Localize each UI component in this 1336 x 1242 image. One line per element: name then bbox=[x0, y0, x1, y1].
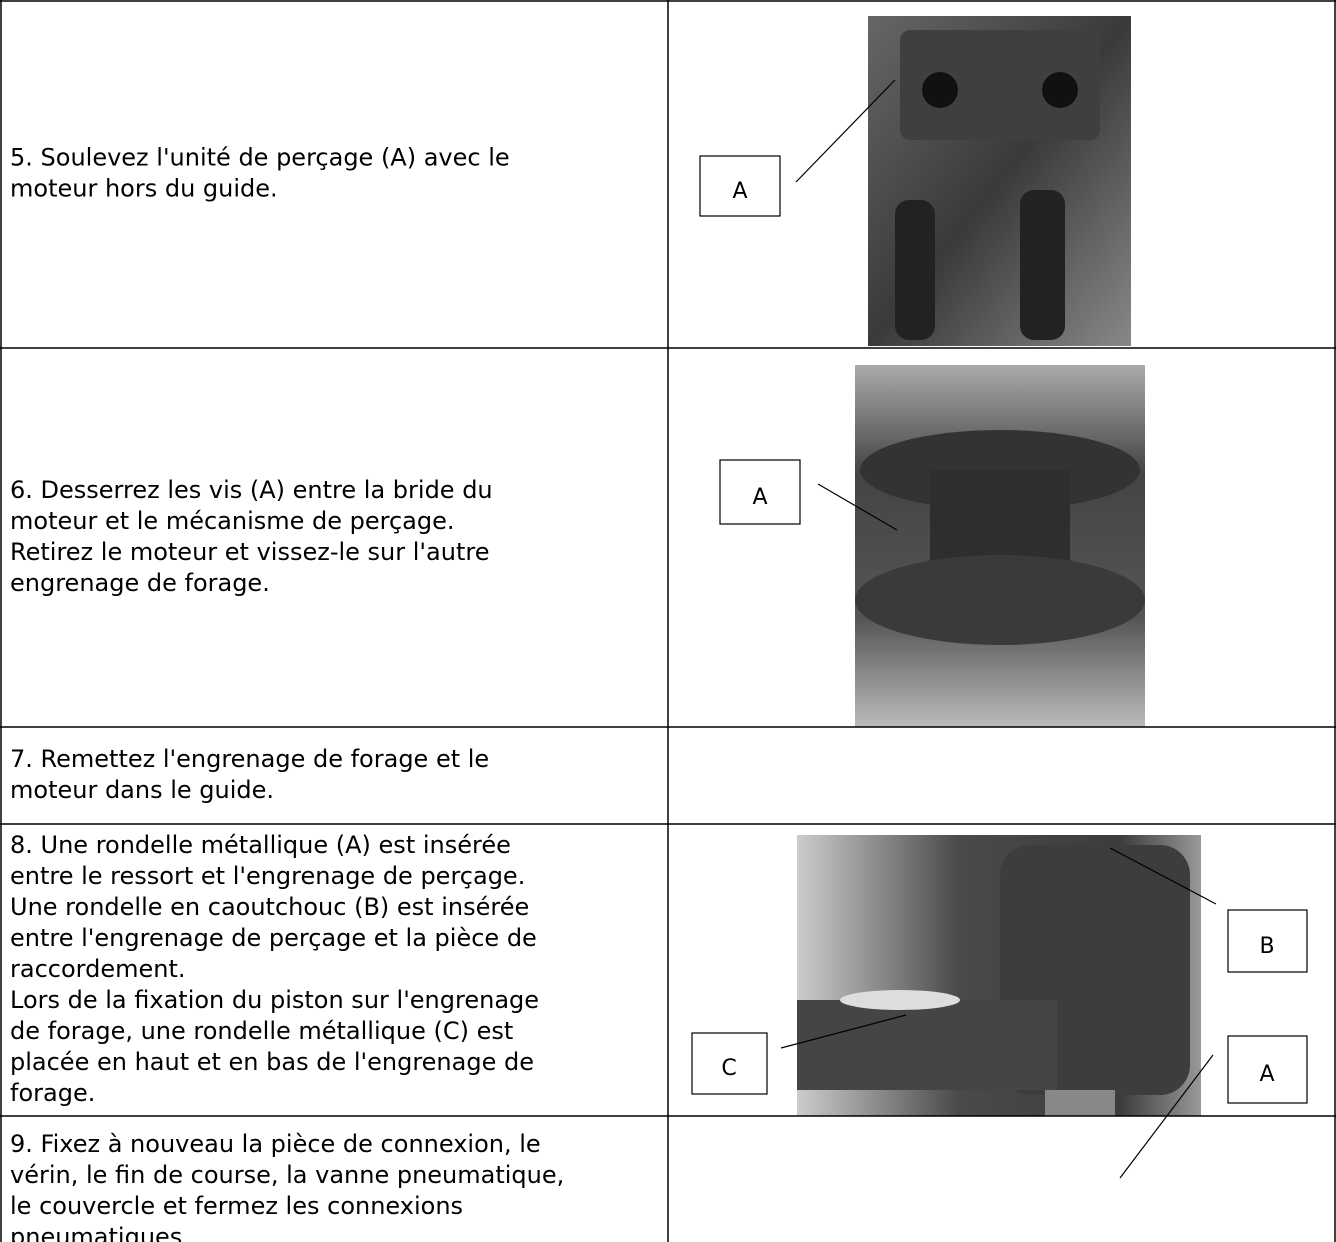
cell-text: moteur hors du guide. bbox=[10, 175, 278, 203]
cell-text: Retirez le moteur et vissez-le sur l'aut… bbox=[10, 538, 489, 566]
cell-text: 9. Fixez à nouveau la pièce de connexion… bbox=[10, 1130, 541, 1158]
photo bbox=[868, 16, 1131, 346]
cell-text: entre l'engrenage de perçage et la pièce… bbox=[10, 924, 537, 952]
callout-label: A bbox=[732, 179, 747, 204]
photo bbox=[797, 835, 1201, 1116]
cell-text: entre le ressort et l'engrenage de perça… bbox=[10, 862, 525, 890]
cell-text: Une rondelle en caoutchouc (B) est insér… bbox=[10, 893, 529, 921]
cell-text: engrenage de forage. bbox=[10, 569, 270, 597]
callout-label: A bbox=[752, 485, 767, 510]
cell-text: le couvercle et fermez les connexions bbox=[10, 1192, 463, 1220]
cell-text: moteur dans le guide. bbox=[10, 776, 274, 804]
cell-text: 7. Remettez l'engrenage de forage et le bbox=[10, 745, 489, 773]
cell-text: pneumatiques. bbox=[10, 1223, 190, 1242]
callout-label: A bbox=[1259, 1062, 1274, 1087]
callout-label: B bbox=[1259, 934, 1274, 959]
cell-text: forage. bbox=[10, 1079, 95, 1107]
cell-text: 8. Une rondelle métallique (A) est insér… bbox=[10, 831, 511, 859]
cell-text: raccordement. bbox=[10, 955, 186, 983]
callouts bbox=[691, 79, 1308, 1179]
cell-text: placée en haut et en bas de l'engrenage … bbox=[10, 1048, 534, 1076]
cell-text: moteur et le mécanisme de perçage. bbox=[10, 507, 455, 535]
callout-label: C bbox=[721, 1056, 736, 1081]
cell-text: 6. Desserrez les vis (A) entre la bride … bbox=[10, 476, 493, 504]
cell-text: de forage, une rondelle métallique (C) e… bbox=[10, 1017, 513, 1045]
photo bbox=[855, 365, 1145, 727]
cell-text: 5. Soulevez l'unité de perçage (A) avec … bbox=[10, 144, 510, 172]
cell-text: vérin, le fin de course, la vanne pneuma… bbox=[10, 1161, 564, 1189]
cell-text: Lors de la fixation du piston sur l'engr… bbox=[10, 986, 539, 1014]
